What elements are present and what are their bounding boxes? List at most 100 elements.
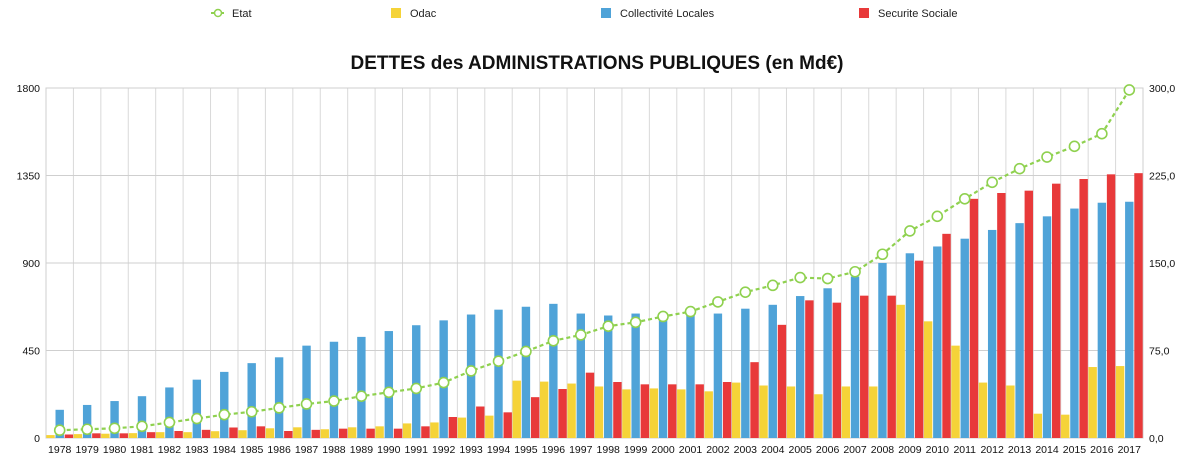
bar-odac-1982 xyxy=(156,432,165,438)
bar-securite-sociale-1987 xyxy=(311,429,320,438)
etat-point-1996 xyxy=(547,334,560,347)
bar-odac-2005 xyxy=(786,386,796,438)
etat-point-1985 xyxy=(245,405,258,418)
bar-securite-sociale-2006 xyxy=(832,302,842,438)
bar-odac-2004 xyxy=(759,385,768,438)
legend-label-odac: Odac xyxy=(410,8,437,20)
etat-point-1999 xyxy=(629,316,642,329)
bar-securite-sociale-2000 xyxy=(668,384,677,438)
x-tick-label-1986: 1986 xyxy=(267,444,291,456)
bar-securite-sociale-2002 xyxy=(722,382,732,438)
etat-point-1994 xyxy=(492,355,505,367)
bar-collectivit-locales-1999 xyxy=(631,313,640,438)
legend-label-collectivit-locales: Collectivité Locales xyxy=(620,8,715,20)
bar-odac-2015 xyxy=(1061,414,1070,438)
bar-collectivit-locales-1995 xyxy=(521,306,531,438)
bar-odac-2017 xyxy=(1115,366,1125,438)
bar-odac-2006 xyxy=(814,394,823,438)
y-right-tick-label: 0,0 xyxy=(1149,433,1164,445)
bar-securite-sociale-1998 xyxy=(613,382,622,438)
bar-securite-sociale-2010 xyxy=(942,233,951,438)
bar-collectivit-locales-2015 xyxy=(1070,208,1079,438)
x-tick-label-2007: 2007 xyxy=(843,444,867,456)
bar-collectivit-locales-2008 xyxy=(878,263,887,438)
bar-collectivit-locales-1983 xyxy=(192,379,202,438)
x-tick-label-1982: 1982 xyxy=(158,444,182,456)
x-tick-label-1997: 1997 xyxy=(569,444,593,456)
x-tick-label-2013: 2013 xyxy=(1008,444,1032,456)
bar-collectivit-locales-1997 xyxy=(576,313,585,438)
etat-point-2006 xyxy=(821,272,834,285)
x-tick-label-2004: 2004 xyxy=(761,444,785,456)
etat-point-2007 xyxy=(849,265,861,278)
bar-odac-1999 xyxy=(622,389,631,438)
etat-point-1982 xyxy=(163,416,176,429)
etat-point-1989 xyxy=(355,390,368,402)
bar-odac-1989 xyxy=(347,427,357,438)
etat-point-1983 xyxy=(191,412,203,425)
bar-collectivit-locales-1986 xyxy=(274,357,284,438)
legend-swatch-collectivit-locales xyxy=(601,8,611,18)
bar-odac-2002 xyxy=(704,391,713,438)
etat-point-2017 xyxy=(1123,84,1136,96)
etat-point-1986 xyxy=(273,402,285,414)
legend-swatch-securite-sociale xyxy=(859,8,869,18)
etat-point-2010 xyxy=(931,210,944,223)
bar-odac-1993 xyxy=(457,417,467,438)
legend-label-securite-sociale: Securite Sociale xyxy=(878,8,958,20)
x-tick-label-2008: 2008 xyxy=(871,444,895,456)
bar-odac-1978 xyxy=(46,435,55,438)
bar-odac-2008 xyxy=(869,386,878,438)
bar-odac-2016 xyxy=(1088,367,1097,438)
etat-point-1998 xyxy=(602,320,615,332)
etat-point-1993 xyxy=(465,365,477,377)
bar-odac-1980 xyxy=(101,433,110,438)
bar-odac-2010 xyxy=(923,321,933,438)
bar-securite-sociale-1978 xyxy=(64,434,74,438)
bar-collectivit-locales-1988 xyxy=(329,341,339,438)
x-tick-label-1998: 1998 xyxy=(597,444,621,456)
etat-point-2009 xyxy=(904,225,916,237)
bar-odac-2013 xyxy=(1006,385,1015,438)
etat-point-1979 xyxy=(81,423,93,436)
bar-odac-1986 xyxy=(265,428,275,438)
etat-point-2011 xyxy=(958,193,971,205)
x-tick-label-1979: 1979 xyxy=(75,444,99,456)
x-tick-label-2005: 2005 xyxy=(789,444,813,456)
bar-securite-sociale-1992 xyxy=(448,417,458,438)
y-right-tick-label: 75,0 xyxy=(1149,346,1170,358)
etat-point-1992 xyxy=(437,376,450,389)
bar-collectivit-locales-1985 xyxy=(247,363,256,438)
bar-securite-sociale-2017 xyxy=(1134,173,1143,438)
x-tick-label-1999: 1999 xyxy=(624,444,648,456)
chart-title: DETTES des ADMINISTRATIONS PUBLIQUES (en… xyxy=(351,53,844,74)
x-tick-label-1991: 1991 xyxy=(405,444,429,456)
x-tick-label-2001: 2001 xyxy=(679,444,703,456)
bar-odac-1997 xyxy=(567,383,576,438)
x-tick-label-1988: 1988 xyxy=(322,444,346,456)
bar-securite-sociale-1994 xyxy=(503,412,512,438)
bar-odac-2007 xyxy=(841,386,851,438)
bar-securite-sociale-1981 xyxy=(146,432,156,438)
x-tick-label-2003: 2003 xyxy=(734,444,758,456)
bar-collectivit-locales-2009 xyxy=(905,253,915,438)
etat-point-1980 xyxy=(108,422,121,435)
x-tick-label-1984: 1984 xyxy=(213,444,237,456)
x-tick-label-1992: 1992 xyxy=(432,444,456,456)
bar-securite-sociale-1990 xyxy=(393,428,403,438)
x-tick-label-2000: 2000 xyxy=(651,444,675,456)
y-left-tick-label: 1800 xyxy=(17,83,41,95)
x-tick-label-1993: 1993 xyxy=(459,444,483,456)
bar-collectivit-locales-1979 xyxy=(82,404,92,438)
bar-collectivit-locales-2001 xyxy=(686,312,695,438)
bar-securite-sociale-2016 xyxy=(1106,174,1116,439)
etat-point-2016 xyxy=(1096,127,1108,140)
bar-collectivit-locales-2010 xyxy=(933,246,942,438)
x-tick-label-1995: 1995 xyxy=(514,444,538,456)
bar-securite-sociale-1996 xyxy=(558,389,567,438)
etat-point-1991 xyxy=(410,382,423,395)
bar-securite-sociale-2013 xyxy=(1024,190,1033,438)
bar-collectivit-locales-2002 xyxy=(713,313,723,438)
legend-label-etat: Etat xyxy=(232,8,252,20)
bars-layer xyxy=(46,173,1143,439)
